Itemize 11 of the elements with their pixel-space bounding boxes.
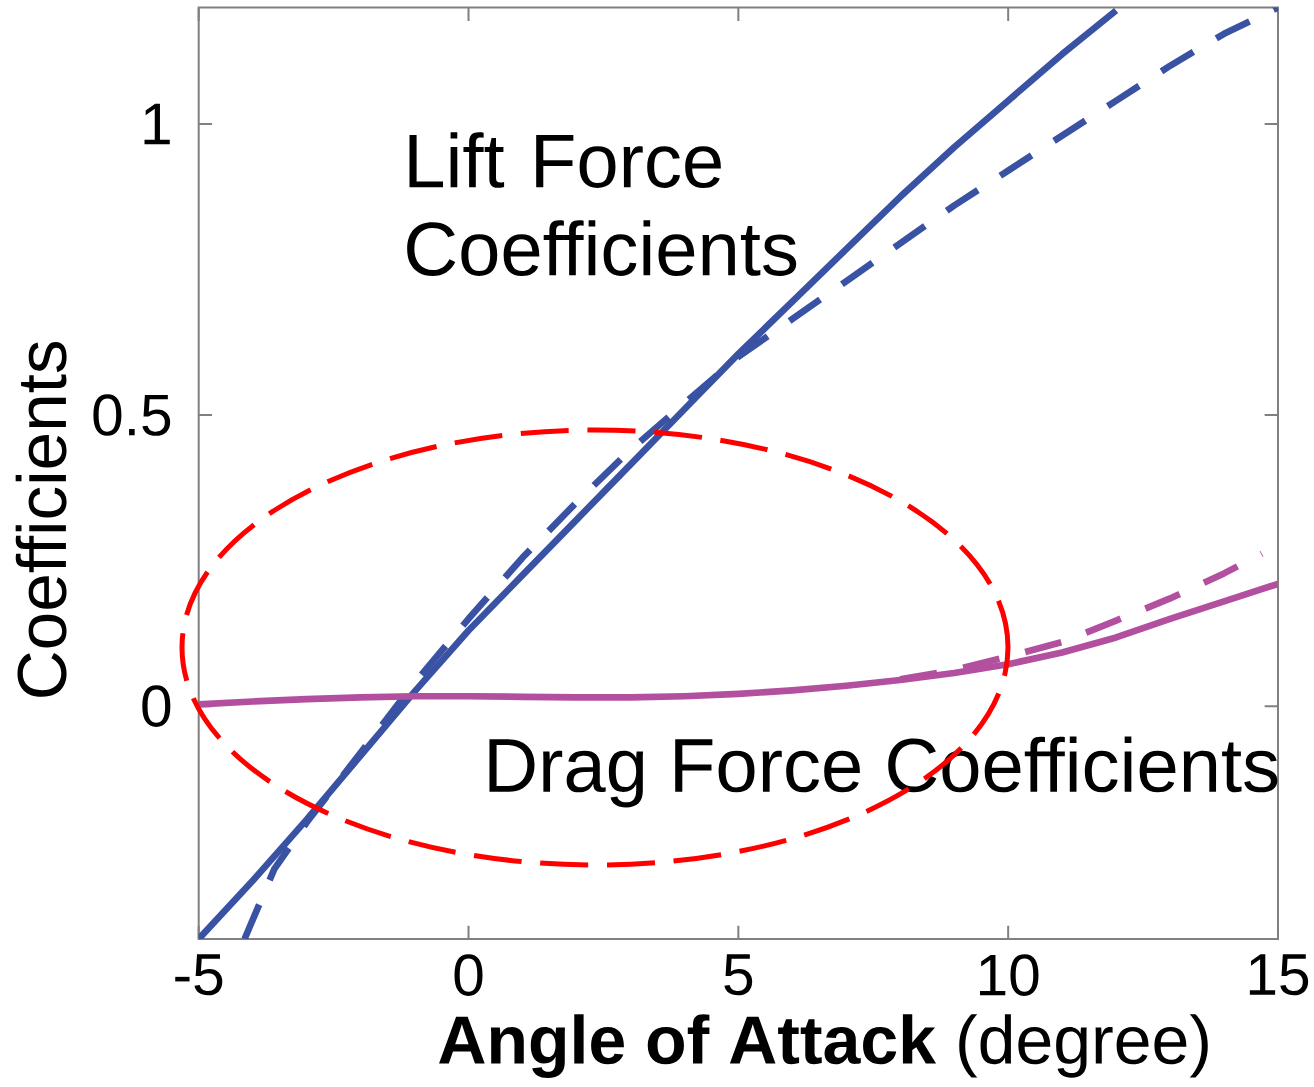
- y-tick-label: 0: [142, 685, 171, 727]
- x-tick-label: 10: [980, 954, 1039, 996]
- x-tick-label: 0: [454, 954, 483, 996]
- x-tick-label: -5: [175, 954, 223, 996]
- x-tick-label: 15: [1249, 954, 1309, 996]
- annotation: Lift Force Coefficients: [407, 132, 797, 276]
- y-tick-label: 1: [144, 103, 170, 145]
- y-axis-title: Coefficients: [15, 341, 67, 697]
- x-axis-title: Angle of Attack (degree): [439, 1014, 1208, 1078]
- x-tick-label: 5: [724, 954, 753, 996]
- y-tick-label: 0.5: [93, 394, 171, 436]
